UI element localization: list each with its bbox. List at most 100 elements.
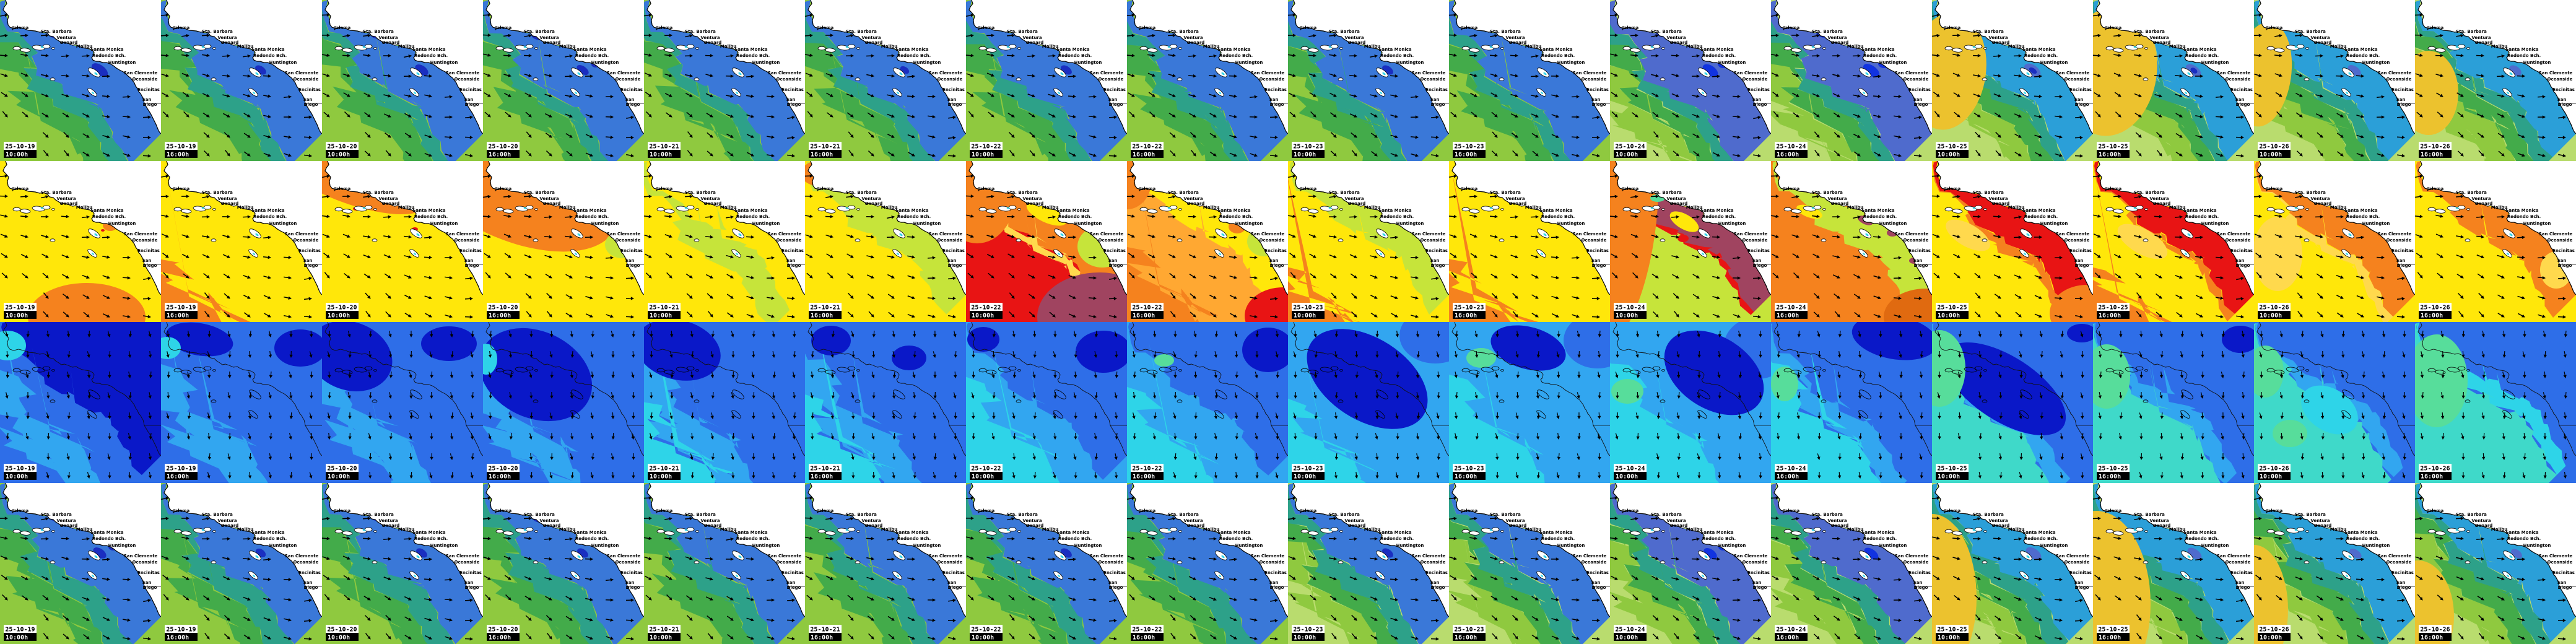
wind-arrow bbox=[1208, 557, 1217, 561]
wind-arrow bbox=[523, 194, 532, 198]
forecast-tile-r3c10[interactable]: 25-10-23 16:00h bbox=[1449, 322, 1610, 483]
wind-arrow bbox=[827, 594, 833, 601]
island bbox=[1461, 368, 1470, 373]
island bbox=[1783, 207, 1792, 212]
island bbox=[2286, 367, 2299, 373]
forecast-tile-r2c16[interactable]: Jalama Sta. Barbara Ventura Oxnard Malibu San… bbox=[2415, 161, 2576, 322]
forecast-tile-r2c8[interactable]: Jalama Sta. Barbara Ventura Oxnard Malibu San… bbox=[1127, 161, 1288, 322]
island bbox=[1630, 370, 1641, 375]
forecast-tile-r1c13[interactable]: Jalama Sta. Barbara Ventura Oxnard Malibu San… bbox=[1932, 0, 2093, 161]
forecast-tile-r2c14[interactable]: Jalama Sta. Barbara Ventura Oxnard Malibu San… bbox=[2093, 161, 2254, 322]
place-label: Malibu bbox=[1525, 44, 1541, 49]
forecast-tile-r4c6[interactable]: Jalama Sta. Barbara Ventura Oxnard Malibu San… bbox=[805, 483, 966, 644]
forecast-tile-r1c14[interactable]: Jalama Sta. Barbara Ventura Oxnard Malibu San… bbox=[2093, 0, 2254, 161]
wind-arrow bbox=[711, 453, 715, 460]
wind-arrow bbox=[2377, 153, 2385, 157]
forecast-tile-r2c4[interactable]: Jalama Sta. Barbara Ventura Oxnard Malibu San… bbox=[483, 161, 644, 322]
forecast-tile-r1c5[interactable]: Jalama Sta. Barbara Ventura Oxnard Malibu San… bbox=[644, 0, 805, 161]
forecast-tile-r4c10[interactable]: Jalama Sta. Barbara Ventura Oxnard Malibu San… bbox=[1449, 483, 1610, 644]
wind-arrow bbox=[2054, 95, 2063, 98]
place-label: Malibu bbox=[2330, 205, 2346, 210]
forecast-tile-r1c9[interactable]: Jalama Sta. Barbara Ventura Oxnard Malibu San… bbox=[1288, 0, 1449, 161]
wind-arrow bbox=[1469, 54, 1477, 58]
forecast-tile-r1c7[interactable]: Jalama Sta. Barbara Ventura Oxnard Malibu San… bbox=[966, 0, 1127, 161]
forecast-tile-r2c3[interactable]: Jalama Sta. Barbara Ventura Oxnard Malibu San… bbox=[322, 161, 483, 322]
forecast-tile-r2c15[interactable]: Jalama Sta. Barbara Ventura Oxnard Malibu San… bbox=[2254, 161, 2415, 322]
place-label: Oceanside bbox=[1099, 560, 1124, 565]
forecast-tile-r2c11[interactable]: Jalama Sta. Barbara Ventura Oxnard Malibu San… bbox=[1610, 161, 1771, 322]
forecast-tile-r2c1[interactable]: Jalama Sta. Barbara Ventura Oxnard Malibu San… bbox=[0, 161, 161, 322]
forecast-tile-r3c15[interactable]: 25-10-26 10:00h bbox=[2254, 322, 2415, 483]
forecast-tile-r4c7[interactable]: Jalama Sta. Barbara Ventura Oxnard Malibu San… bbox=[966, 483, 1127, 644]
forecast-tile-r1c4[interactable]: Jalama Sta. Barbara Ventura Oxnard Malibu San… bbox=[483, 0, 644, 161]
forecast-tile-r3c2[interactable]: 25-10-19 16:00h bbox=[161, 322, 322, 483]
wind-arrow bbox=[1350, 273, 1357, 279]
wind-arrow bbox=[1430, 619, 1439, 622]
coastline bbox=[2, 161, 161, 295]
forecast-tile-r3c1[interactable]: 25-10-19 10:00h bbox=[0, 322, 161, 483]
wind-arrow bbox=[2081, 471, 2084, 479]
wind-arrow bbox=[1009, 311, 1015, 318]
forecast-tile-r1c8[interactable]: Jalama Sta. Barbara Ventura Oxnard Malibu San… bbox=[1127, 0, 1288, 161]
forecast-tile-r2c2[interactable]: Jalama Sta. Barbara Ventura Oxnard Malibu San… bbox=[161, 161, 322, 322]
forecast-tile-r1c2[interactable]: Jalama Sta. Barbara Ventura Oxnard Malibu San… bbox=[161, 0, 322, 161]
forecast-tile-r4c8[interactable]: Jalama Sta. Barbara Ventura Oxnard Malibu San… bbox=[1127, 483, 1288, 644]
wind-arrow bbox=[1349, 94, 1357, 98]
forecast-tile-r3c3[interactable]: 25-10-20 10:00h bbox=[322, 322, 483, 483]
forecast-tile-r3c5[interactable]: 25-10-21 10:00h bbox=[644, 322, 805, 483]
island bbox=[364, 205, 373, 210]
forecast-tile-r1c15[interactable]: Jalama Sta. Barbara Ventura Oxnard Malibu San… bbox=[2254, 0, 2415, 161]
wind-arrow bbox=[450, 392, 453, 399]
forecast-tile-r1c12[interactable]: Jalama Sta. Barbara Ventura Oxnard Malibu San… bbox=[1771, 0, 1932, 161]
forecast-tile-r4c12[interactable]: Jalama Sta. Barbara Ventura Oxnard Malibu San… bbox=[1771, 483, 1932, 644]
forecast-tile-r2c9[interactable]: Jalama Sta. Barbara Ventura Oxnard Malibu San… bbox=[1288, 161, 1449, 322]
forecast-tile-r4c9[interactable]: Jalama Sta. Barbara Ventura Oxnard Malibu San… bbox=[1288, 483, 1449, 644]
forecast-tile-r1c6[interactable]: Jalama Sta. Barbara Ventura Oxnard Malibu San… bbox=[805, 0, 966, 161]
wind-arrow bbox=[2060, 372, 2064, 378]
forecast-tile-r2c13[interactable]: Jalama Sta. Barbara Ventura Oxnard Malibu San… bbox=[1932, 161, 2093, 322]
forecast-tile-r3c4[interactable]: 25-10-20 16:00h bbox=[483, 322, 644, 483]
wind-arrow bbox=[1592, 116, 1600, 120]
time-badge-bg bbox=[2419, 311, 2452, 319]
forecast-tile-r3c6[interactable]: 25-10-21 16:00h bbox=[805, 322, 966, 483]
wind-arrow bbox=[907, 577, 915, 581]
wind-arrow bbox=[625, 598, 634, 602]
wind-arrow bbox=[1510, 557, 1518, 561]
forecast-tile-r2c6[interactable]: Jalama Sta. Barbara Ventura Oxnard Malibu San… bbox=[805, 161, 966, 322]
forecast-tile-r3c9[interactable]: 25-10-23 10:00h bbox=[1288, 322, 1449, 483]
forecast-tile-r3c16[interactable]: 25-10-26 16:00h bbox=[2415, 322, 2576, 483]
forecast-tile-r3c8[interactable]: 25-10-22 16:00h bbox=[1127, 322, 1288, 483]
forecast-tile-r4c3[interactable]: Jalama Sta. Barbara Ventura Oxnard Malibu San… bbox=[322, 483, 483, 644]
forecast-tile-r2c12[interactable]: Jalama Sta. Barbara Ventura Oxnard Malibu San… bbox=[1771, 161, 1932, 322]
forecast-tile-r3c12[interactable]: 25-10-24 16:00h bbox=[1771, 322, 1932, 483]
time-badge: 10:00h bbox=[328, 313, 350, 320]
wind-arrow bbox=[1490, 255, 1498, 259]
wind-arrow bbox=[1630, 233, 1638, 238]
forecast-tile-r1c16[interactable]: Jalama Sta. Barbara Ventura Oxnard Malibu San… bbox=[2415, 0, 2576, 161]
forecast-tile-r3c13[interactable]: 25-10-25 10:00h bbox=[1932, 322, 2093, 483]
forecast-tile-r1c1[interactable]: Jalama Sta. Barbara Ventura Oxnard Malibu San… bbox=[0, 0, 161, 161]
forecast-tile-r2c7[interactable]: Jalama Sta. Barbara Ventura Oxnard Malibu San… bbox=[966, 161, 1127, 322]
forecast-tile-r3c11[interactable]: 25-10-24 10:00h bbox=[1610, 322, 1771, 483]
wind-arrow bbox=[2538, 314, 2546, 318]
forecast-tile-r4c11[interactable]: Jalama Sta. Barbara Ventura Oxnard Malibu San… bbox=[1610, 483, 1771, 644]
forecast-tile-r2c5[interactable]: Jalama Sta. Barbara Ventura Oxnard Malibu San… bbox=[644, 161, 805, 322]
wind-arrow bbox=[1469, 33, 1477, 38]
forecast-tile-r1c11[interactable]: Jalama Sta. Barbara Ventura Oxnard Malibu San… bbox=[1610, 0, 1771, 161]
forecast-tile-r1c3[interactable]: Jalama Sta. Barbara Ventura Oxnard Malibu San… bbox=[322, 0, 483, 161]
time-badge: 10:00h bbox=[1616, 635, 1638, 642]
forecast-tile-r3c7[interactable]: 25-10-22 10:00h bbox=[966, 322, 1127, 483]
wind-arrow bbox=[1676, 371, 1681, 378]
forecast-tile-r2c10[interactable]: Jalama Sta. Barbara Ventura Oxnard Malibu San… bbox=[1449, 161, 1610, 322]
island-shallows bbox=[1060, 233, 1064, 237]
wind-arrow bbox=[1873, 255, 1881, 259]
forecast-tile-r1c10[interactable]: Jalama Sta. Barbara Ventura Oxnard Malibu San… bbox=[1449, 0, 1610, 161]
wind-arrow bbox=[725, 74, 734, 78]
island-shallows bbox=[1328, 46, 1332, 48]
forecast-tile-r4c1[interactable]: Jalama Sta. Barbara Ventura Oxnard Malibu San… bbox=[0, 483, 161, 644]
wind-arrow bbox=[1490, 34, 1498, 38]
forecast-tile-r3c14[interactable]: 25-10-25 16:00h bbox=[2093, 322, 2254, 483]
forecast-tile-r4c5[interactable]: Jalama Sta. Barbara Ventura Oxnard Malibu San… bbox=[644, 483, 805, 644]
forecast-tile-r4c4[interactable]: Jalama Sta. Barbara Ventura Oxnard Malibu San… bbox=[483, 483, 644, 644]
forecast-tile-r4c2[interactable]: Jalama Sta. Barbara Ventura Oxnard Malibu San… bbox=[161, 483, 322, 644]
